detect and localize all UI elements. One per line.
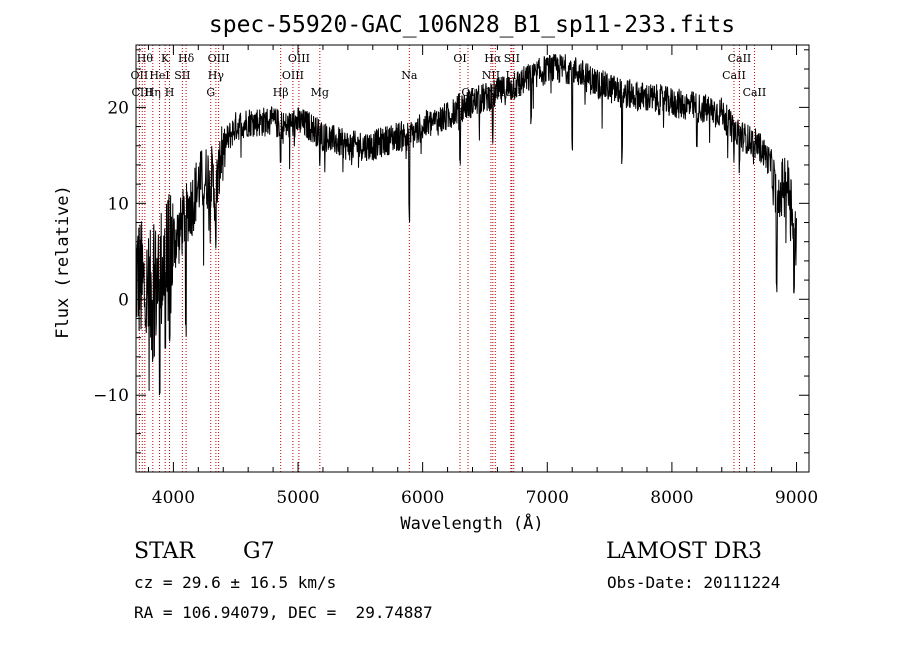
y-tick-label: 0 xyxy=(118,290,129,310)
x-tick-label: 9000 xyxy=(775,488,818,508)
x-axis-label: Wavelength (Å) xyxy=(400,512,543,534)
x-tick-label: 7000 xyxy=(526,488,569,508)
obs-date: Obs-Date: 20111224 xyxy=(607,573,781,592)
line-marker-label: SII xyxy=(504,52,520,65)
line-marker-label: K xyxy=(161,52,170,65)
x-tick-label: 6000 xyxy=(401,488,444,508)
line-marker-label: OII xyxy=(131,69,149,82)
line-marker-label: OIII xyxy=(288,52,310,65)
line-marker-label: Hη xyxy=(145,86,161,99)
redshift-readout: cz = 29.6 ± 16.5 km/s xyxy=(134,573,337,592)
line-marker-label: G xyxy=(206,86,215,99)
line-marker-label: SII xyxy=(174,69,190,82)
y-axis-label: Flux (relative) xyxy=(53,185,73,339)
object-class: STAR xyxy=(134,539,195,564)
line-marker-label: Hθ xyxy=(137,52,154,65)
y-tick-label: 20 xyxy=(107,98,129,118)
line-marker-label: CIII xyxy=(132,86,153,99)
line-marker-label: HeI xyxy=(149,69,169,82)
line-marker-label: CaII xyxy=(743,86,767,99)
line-marker-label: OIII xyxy=(282,69,304,82)
x-tick-label: 4000 xyxy=(152,488,195,508)
coordinates-readout: RA = 106.94079, DEC = 29.74887 xyxy=(134,603,433,622)
line-marker-label: Hδ xyxy=(178,52,195,65)
x-tick-label: 5000 xyxy=(276,488,319,508)
object-subclass: G7 xyxy=(243,539,275,564)
line-marker-label: Hα xyxy=(484,52,502,65)
line-marker-label: Hγ xyxy=(208,69,225,82)
line-marker-label: OIII xyxy=(208,52,230,65)
x-tick-label: 8000 xyxy=(650,488,693,508)
line-marker-label: OI xyxy=(453,52,466,65)
y-tick-label: −10 xyxy=(93,386,129,406)
line-marker-label: CaII xyxy=(728,52,752,65)
line-marker-label: Li xyxy=(505,69,516,82)
line-marker-label: Hβ xyxy=(273,86,289,99)
line-marker-label: Na xyxy=(401,69,418,82)
line-marker-label: Mg xyxy=(311,86,329,99)
survey-label: LAMOST DR3 xyxy=(606,539,762,564)
chart-title: spec-55920-GAC_106N28_B1_sp11-233.fits xyxy=(209,12,735,38)
axes: 4000 5000 6000 7000 8000 9000 −10 0 10 20 xyxy=(93,45,818,508)
y-tick-label: 10 xyxy=(107,194,129,214)
line-marker-label: H xyxy=(165,86,175,99)
line-marker-label: CaII xyxy=(722,69,746,82)
spectrum-line xyxy=(135,53,797,396)
